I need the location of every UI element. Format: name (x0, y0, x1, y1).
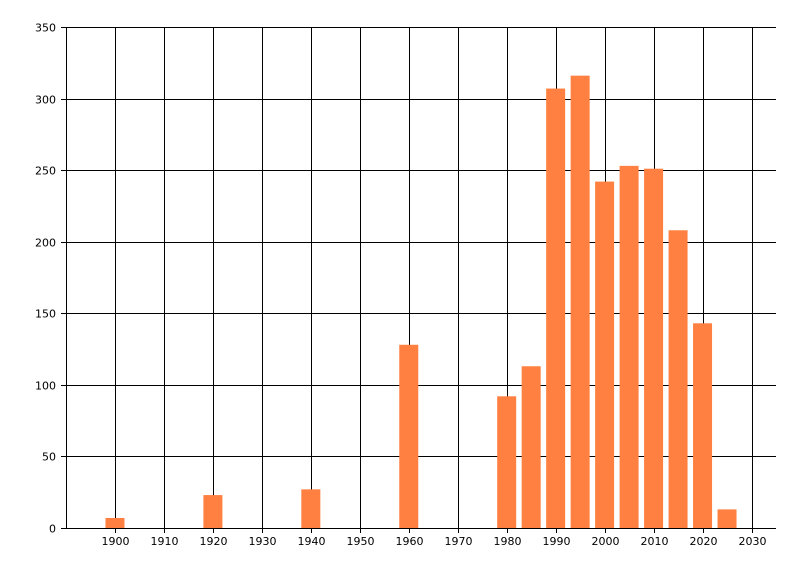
bar-1960 (399, 344, 419, 528)
bar-1985 (521, 366, 541, 528)
bar-2015 (668, 230, 688, 528)
bars (105, 75, 737, 529)
bar-2025 (717, 509, 737, 528)
x-tick-label: 1950 (347, 535, 375, 548)
x-tick-label: 1940 (298, 535, 326, 548)
y-tick-label: 100 (35, 380, 56, 393)
y-tick-label: 150 (35, 308, 56, 321)
bar-1900 (105, 517, 125, 528)
x-tick-label: 1980 (494, 535, 522, 548)
x-tick-label: 1970 (445, 535, 473, 548)
grid-lines (61, 27, 776, 533)
bar-1980 (497, 396, 517, 528)
y-tick-label: 200 (35, 237, 56, 250)
x-tick-label: 1930 (249, 535, 277, 548)
y-tick-label: 300 (35, 94, 56, 107)
y-axis-ticks: 0 50 100 150 200 250 300 350 (35, 22, 56, 536)
y-tick-label: 50 (42, 451, 56, 464)
x-tick-label: 2030 (739, 535, 767, 548)
y-tick-label: 350 (35, 22, 56, 35)
x-tick-label: 2020 (690, 535, 718, 548)
bar-1990 (546, 88, 566, 529)
x-tick-label: 1990 (543, 535, 571, 548)
bar-1920 (203, 495, 223, 528)
y-tick-label: 250 (35, 165, 56, 178)
bar-1940 (301, 489, 321, 528)
bar-1995 (570, 75, 590, 528)
x-tick-label: 1920 (200, 535, 228, 548)
x-tick-label: 1960 (396, 535, 424, 548)
bar-2000 (595, 181, 615, 528)
bar-2005 (619, 165, 639, 528)
axes (66, 27, 776, 529)
x-axis-ticks: 1900 1910 1920 1930 1940 1950 1960 1970 1980 1990… (102, 535, 767, 548)
x-tick-label: 1900 (102, 535, 130, 548)
bar-2020 (693, 323, 713, 528)
x-tick-label: 1910 (151, 535, 179, 548)
x-tick-label: 2000 (592, 535, 620, 548)
x-tick-label: 2010 (641, 535, 669, 548)
y-tick-label: 0 (49, 523, 56, 536)
bar-2010 (644, 168, 664, 528)
